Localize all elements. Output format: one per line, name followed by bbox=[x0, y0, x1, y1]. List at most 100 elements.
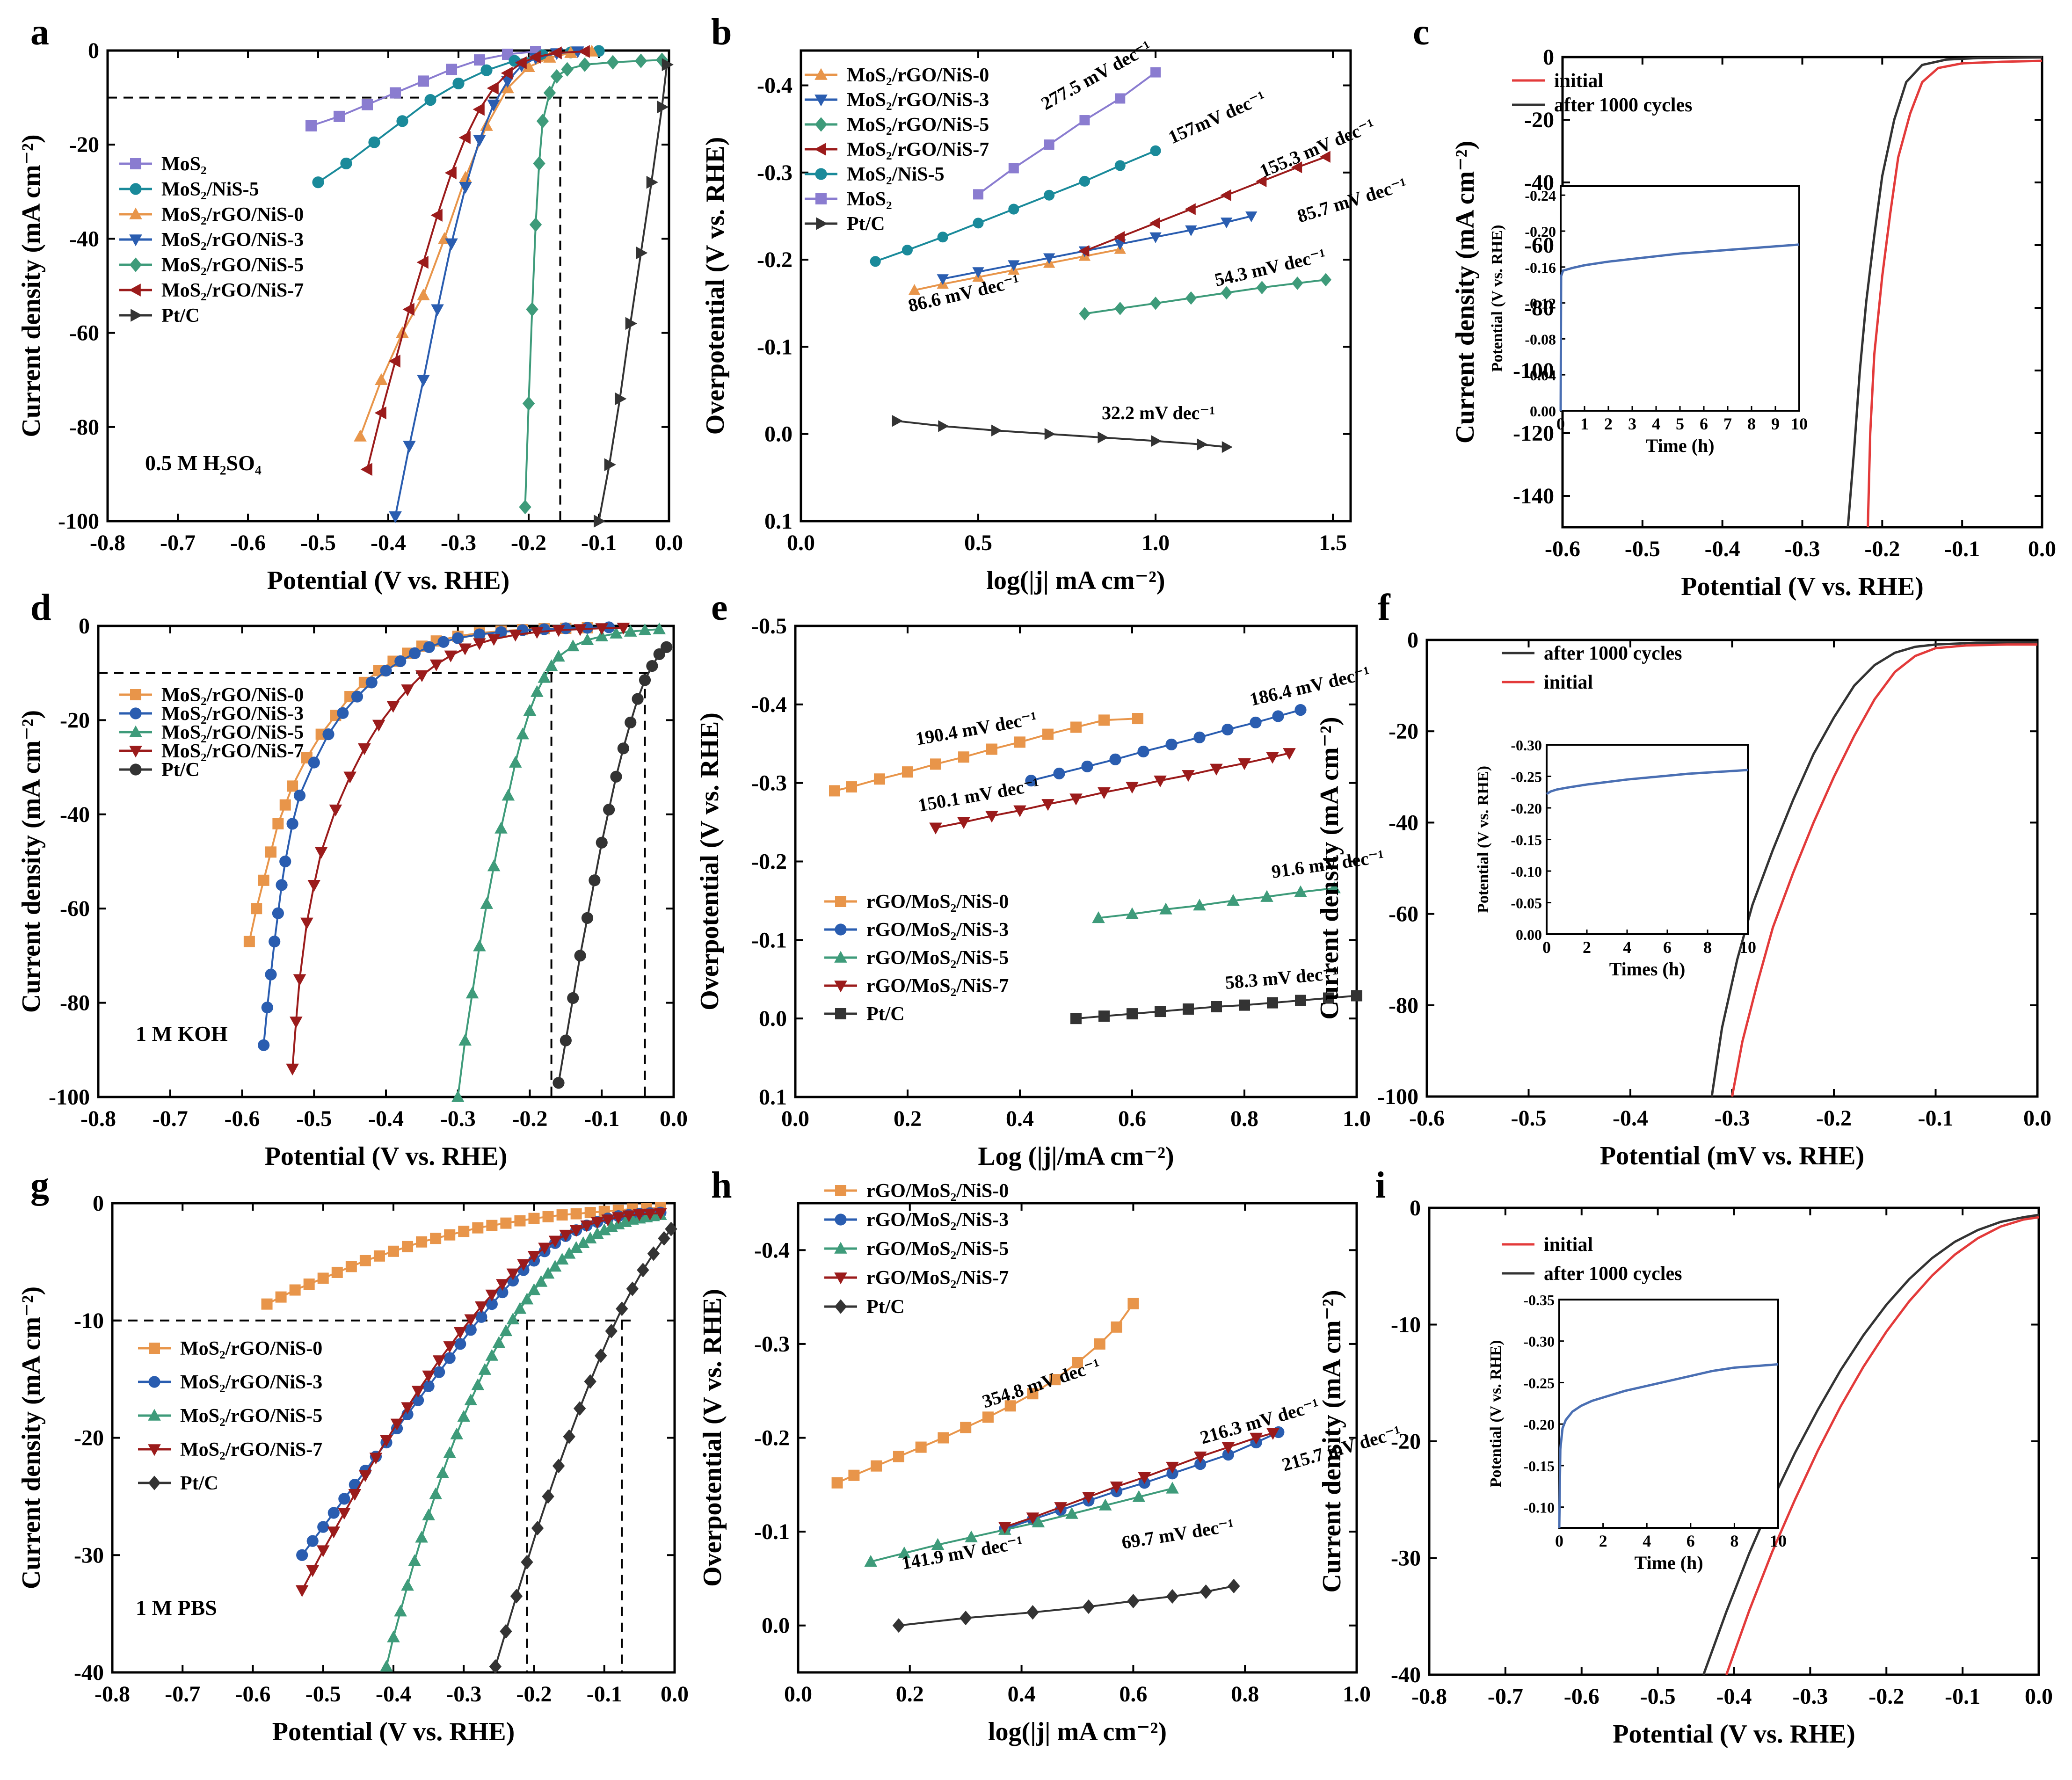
x-tick-label: 0.0 bbox=[784, 1682, 812, 1707]
data-point bbox=[972, 267, 984, 278]
x-tick-label: 0.0 bbox=[655, 530, 683, 555]
data-point bbox=[522, 396, 535, 411]
data-point bbox=[478, 1363, 492, 1375]
y-axis-label: Current density (mA cm⁻²) bbox=[1451, 141, 1480, 443]
data-point bbox=[443, 1341, 456, 1353]
data-point bbox=[1109, 753, 1121, 765]
data-point bbox=[454, 1338, 466, 1350]
x-tick-label: -0.8 bbox=[1411, 1684, 1447, 1709]
y-tick-label: -0.4 bbox=[757, 73, 792, 98]
data-point bbox=[1127, 1008, 1138, 1020]
data-point bbox=[1159, 902, 1172, 915]
data-point bbox=[595, 623, 609, 635]
x-tick-label: -0.4 bbox=[1716, 1684, 1752, 1709]
data-point bbox=[465, 987, 479, 999]
data-point bbox=[431, 304, 444, 316]
data-point bbox=[286, 1063, 299, 1075]
series-2 bbox=[1079, 273, 1332, 320]
series-line bbox=[558, 646, 668, 1083]
data-point bbox=[1081, 760, 1093, 773]
data-point bbox=[531, 685, 544, 697]
data-point bbox=[358, 743, 371, 756]
panel-letter: g bbox=[30, 1165, 49, 1206]
data-point bbox=[1211, 1001, 1222, 1012]
y-tick-label: -20 bbox=[60, 708, 90, 733]
data-point bbox=[848, 1469, 860, 1481]
inset: 0 1 2 3 4 5 6 7 8 9 10 0.00 -0.04 -0.08 -0.12 -0.16 -0.2… bbox=[1489, 185, 1808, 456]
series-line bbox=[457, 628, 660, 1097]
panel-a: a -0.8 -0.7 -0.6 -0.5 -0.4 -0.3 -0.2 -0.1 0.0 -100… bbox=[17, 12, 683, 595]
data-point bbox=[1149, 232, 1162, 243]
data-point bbox=[543, 51, 556, 63]
x-tick-label: -0.1 bbox=[1944, 537, 1980, 561]
series-4 bbox=[870, 145, 1161, 267]
data-point bbox=[892, 1618, 905, 1633]
data-point bbox=[473, 135, 486, 147]
data-point bbox=[661, 641, 673, 653]
data-point bbox=[316, 1545, 330, 1557]
y-tick-label: -60 bbox=[60, 896, 90, 921]
data-point bbox=[548, 1235, 562, 1248]
data-point bbox=[451, 1090, 465, 1102]
data-point bbox=[338, 1493, 350, 1505]
x-tick-label: -0.2 bbox=[1864, 537, 1900, 561]
data-point bbox=[601, 1214, 615, 1227]
data-point bbox=[930, 758, 941, 770]
data-point bbox=[561, 62, 574, 77]
data-point bbox=[1250, 1432, 1263, 1445]
series-line bbox=[898, 1585, 1234, 1627]
x-tick-label: -0.4 bbox=[368, 1106, 404, 1131]
panel-letter: d bbox=[30, 587, 51, 628]
series-2 bbox=[864, 1482, 1179, 1567]
data-point bbox=[846, 781, 857, 793]
x-tick-label: -0.2 bbox=[512, 1106, 548, 1131]
data-point bbox=[541, 1267, 555, 1279]
inset-x-tick-label: 4 bbox=[1652, 414, 1660, 433]
legend-marker bbox=[148, 1444, 161, 1456]
legend-label: MoS₂/rGO/NiS-0 bbox=[180, 1338, 322, 1359]
x-tick-label: -0.1 bbox=[584, 1106, 619, 1131]
data-point bbox=[908, 284, 921, 295]
data-point bbox=[1166, 1461, 1179, 1474]
data-point bbox=[359, 1255, 371, 1266]
data-point bbox=[528, 1213, 540, 1224]
y-tick-label: -0.4 bbox=[751, 692, 787, 717]
tafel-slope-label: 86.6 mV dec⁻¹ bbox=[906, 270, 1021, 316]
x-tick-label: -0.1 bbox=[1945, 1684, 1980, 1709]
legend-label: Pt/C bbox=[180, 1473, 218, 1494]
panel-letter: f bbox=[1378, 587, 1391, 628]
y-axis-label: Overpotential (V vs. RHE) bbox=[698, 1289, 727, 1587]
data-point bbox=[514, 1215, 526, 1227]
data-point bbox=[647, 1246, 660, 1261]
legend-label: initial bbox=[1554, 70, 1603, 92]
x-tick-label: -0.3 bbox=[440, 1106, 476, 1131]
y-tick-label: -0.2 bbox=[757, 247, 792, 272]
data-point bbox=[473, 638, 486, 650]
legend-label: after 1000 cycles bbox=[1554, 94, 1692, 116]
data-point bbox=[329, 804, 342, 817]
inset-x-tick-label: 4 bbox=[1643, 1532, 1651, 1550]
data-point bbox=[369, 1453, 383, 1465]
data-point bbox=[327, 1507, 340, 1519]
data-point bbox=[1227, 894, 1240, 906]
data-point bbox=[408, 647, 421, 660]
legend-label: MoS₂/rGO/NiS-5 bbox=[161, 722, 304, 743]
data-point bbox=[501, 66, 513, 80]
data-point bbox=[606, 55, 619, 70]
panel-letter: c bbox=[1413, 12, 1430, 53]
data-point bbox=[509, 630, 522, 642]
inset-y-tick-label: -0.20 bbox=[1525, 223, 1556, 240]
inset-y-tick-label: 0.00 bbox=[1530, 403, 1556, 420]
x-tick-label: -0.3 bbox=[1792, 1684, 1828, 1709]
data-point bbox=[1126, 907, 1139, 919]
data-point bbox=[474, 54, 485, 66]
data-point bbox=[515, 56, 527, 69]
legend-label: MoS₂/rGO/NiS-5 bbox=[180, 1405, 322, 1427]
series-3 bbox=[295, 1208, 667, 1597]
y-tick-label: 0.1 bbox=[764, 509, 792, 534]
data-point bbox=[871, 1460, 882, 1472]
series-6 bbox=[892, 415, 1233, 453]
data-point bbox=[243, 936, 255, 947]
data-point bbox=[1239, 999, 1250, 1011]
legend-label: MoS₂/rGO/NiS-0 bbox=[847, 65, 989, 86]
